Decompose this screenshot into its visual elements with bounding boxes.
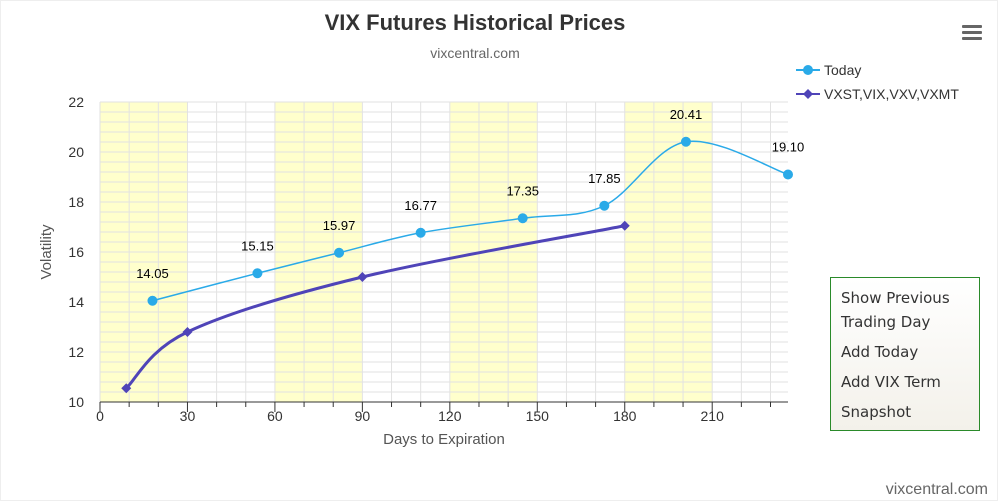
legend-diamond-marker-icon [796,89,820,99]
credit-link[interactable]: vixcentral.com [885,481,988,498]
hamburger-menu-icon[interactable] [956,22,988,44]
chart-title: VIX Futures Historical Prices [324,10,626,35]
options-panel: Show Previous Trading Day Add Today Add … [830,277,980,431]
show-previous-trading-day-button[interactable]: Show Previous Trading Day [841,286,969,334]
add-today-button[interactable]: Add Today [841,343,919,361]
legend-label-today: Today [824,62,862,78]
legend-label-term-structure: VXST,VIX,VXV,VXMT [824,86,959,102]
chart-subtitle: vixcentral.com [430,45,520,61]
snapshot-button[interactable]: Snapshot [841,403,912,421]
legend-circle-marker-icon [796,65,820,75]
add-vix-term-button[interactable]: Add VIX Term [841,373,941,391]
show-previous-line2: Trading Day [841,313,931,331]
show-previous-line1: Show Previous [841,289,950,307]
